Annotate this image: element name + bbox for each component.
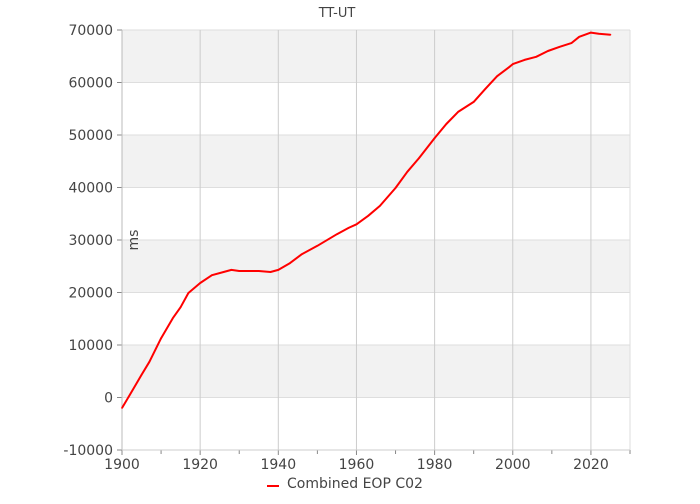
- data-point: [570, 42, 573, 44]
- data-point: [199, 282, 201, 284]
- axes: -10000 0 10000 20000 30000 40000 50000 60000 700…: [63, 23, 631, 473]
- x-tick-label: 2020: [573, 457, 609, 473]
- x-tick-label: 1940: [260, 457, 296, 473]
- data-point: [597, 32, 600, 35]
- data-point: [508, 66, 510, 69]
- data-point: [558, 46, 561, 48]
- y-tick-label: 20000: [68, 286, 113, 302]
- y-tick-label: 70000: [68, 23, 113, 39]
- grid-band: [122, 30, 630, 83]
- data-point: [547, 50, 549, 52]
- x-tick-label: 2000: [495, 457, 531, 473]
- gridlines: [122, 29, 631, 451]
- series-layer: [121, 31, 612, 409]
- data-point: [418, 157, 420, 159]
- data-point: [336, 233, 338, 236]
- data-point: [578, 36, 580, 38]
- data-point: [472, 101, 475, 103]
- data-point: [433, 137, 436, 139]
- data-point: [316, 244, 319, 247]
- grid-band: [122, 345, 630, 398]
- y-tick-label: 30000: [68, 233, 113, 249]
- data-point: [211, 274, 213, 276]
- y-tick-label: -10000: [63, 443, 113, 459]
- data-point: [347, 227, 350, 229]
- data-point: [129, 394, 131, 396]
- series-line: [121, 31, 611, 409]
- x-tick-label: 1920: [182, 457, 218, 473]
- data-point: [179, 306, 182, 309]
- data-point: [148, 361, 151, 363]
- data-point: [140, 374, 143, 376]
- chart-title: TT-UT: [318, 6, 356, 21]
- data-point: [289, 262, 291, 264]
- data-point: [300, 253, 303, 255]
- legend-label: Combined EOP C02: [287, 476, 423, 492]
- data-point: [535, 55, 538, 58]
- data-point: [394, 187, 397, 189]
- grid-band: [122, 240, 630, 293]
- data-point: [457, 111, 459, 113]
- x-tick-label: 1900: [104, 457, 140, 473]
- data-point: [379, 205, 381, 207]
- data-point: [230, 269, 233, 271]
- background-bands: [122, 30, 630, 398]
- data-point: [121, 407, 123, 409]
- data-point: [590, 31, 592, 34]
- x-tick-label: 1960: [339, 457, 375, 473]
- data-point: [406, 170, 409, 173]
- data-point: [238, 270, 241, 272]
- y-tick-label: 40000: [68, 181, 113, 197]
- legend[interactable]: Combined EOP C02: [267, 476, 423, 492]
- data-point: [367, 215, 369, 217]
- x-tick-label: 1980: [417, 457, 453, 473]
- y-axis-label: ms: [126, 230, 142, 251]
- y-tick-label: 0: [104, 391, 113, 407]
- data-point: [222, 271, 225, 273]
- data-point: [496, 75, 498, 77]
- data-point: [484, 88, 487, 90]
- y-tick-label: 60000: [68, 76, 113, 92]
- data-point: [445, 123, 448, 125]
- data-point: [511, 63, 514, 65]
- data-point: [269, 271, 272, 273]
- data-point: [160, 337, 162, 339]
- data-point: [257, 270, 260, 272]
- data-point: [172, 317, 174, 320]
- data-point: [187, 292, 190, 294]
- grid-band: [122, 135, 630, 188]
- y-tick-label: 10000: [68, 338, 113, 354]
- data-point: [523, 59, 526, 61]
- data-point: [609, 33, 612, 36]
- data-point: [277, 269, 280, 271]
- data-point: [355, 223, 358, 226]
- y-tick-label: 50000: [68, 128, 113, 144]
